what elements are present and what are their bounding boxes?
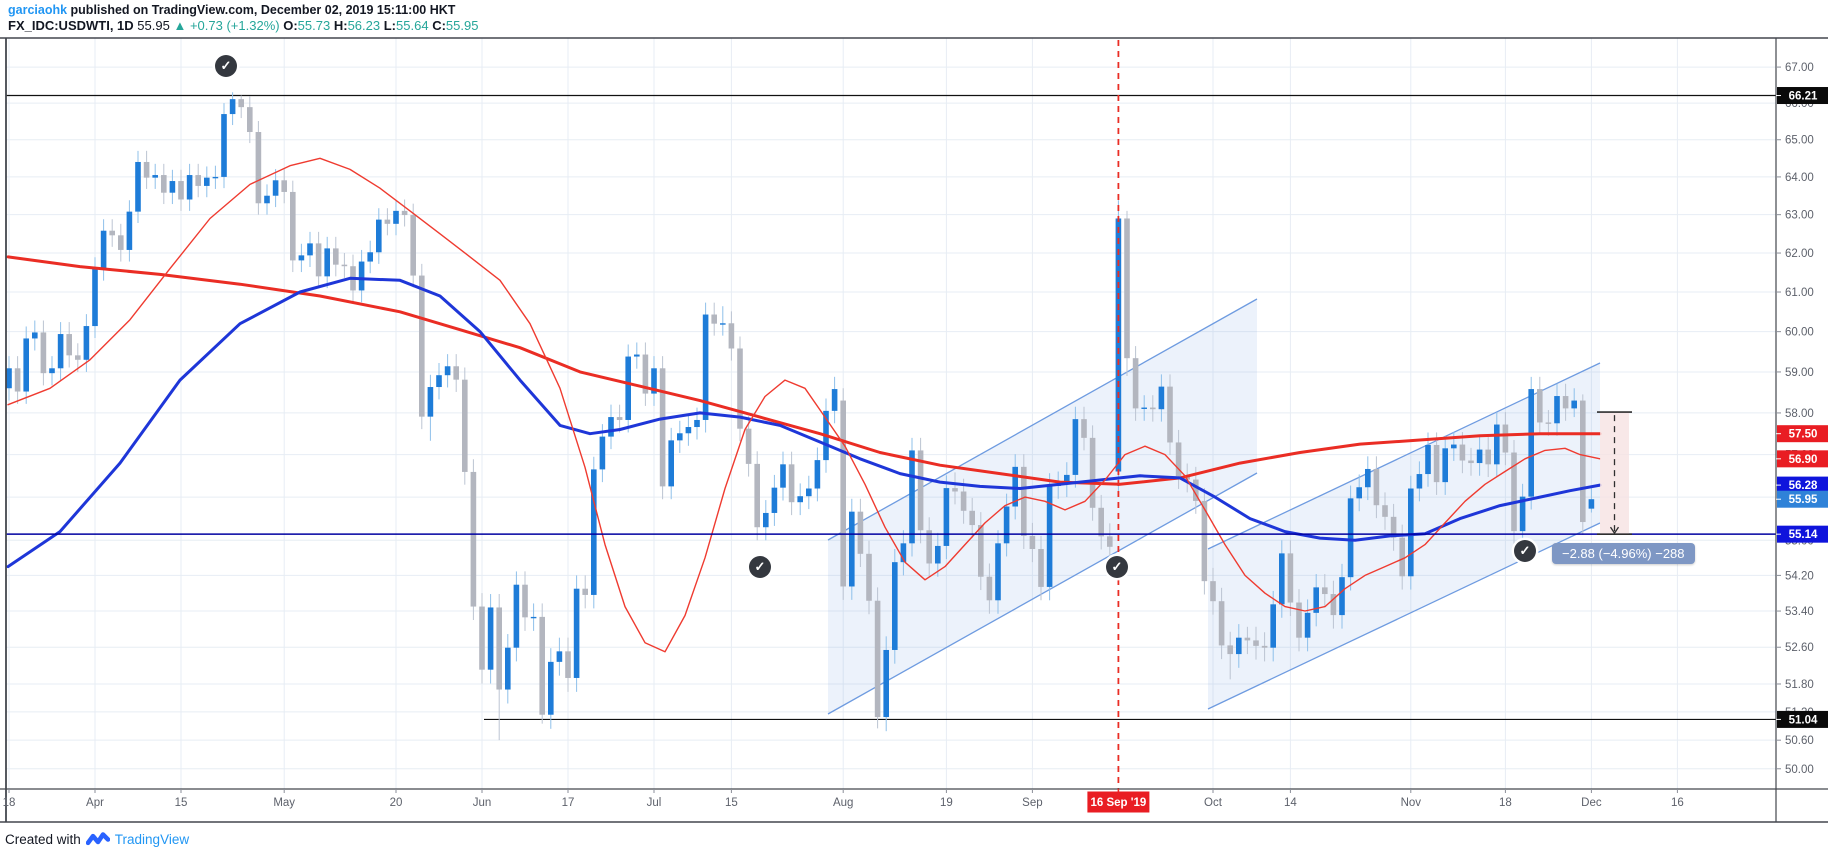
svg-text:18: 18 — [1499, 797, 1512, 809]
svg-text:15: 15 — [175, 797, 188, 809]
svg-text:66.00: 66.00 — [1785, 98, 1814, 110]
svg-text:14: 14 — [1284, 797, 1297, 809]
svg-text:55.00: 55.00 — [1785, 535, 1814, 547]
tradingview-logo-icon[interactable] — [85, 832, 110, 847]
svg-text:20: 20 — [390, 797, 403, 809]
svg-text:Jun: Jun — [473, 797, 492, 809]
open-value: 55.73 — [297, 18, 331, 33]
open-label: O: — [283, 18, 298, 33]
svg-text:51.80: 51.80 — [1785, 679, 1814, 691]
byline-text: published on TradingView.com, December 0… — [67, 3, 456, 17]
legend-change: +0.73 (+1.32%) — [189, 18, 280, 33]
svg-text:55.14: 55.14 — [1789, 529, 1818, 541]
svg-text:63.00: 63.00 — [1785, 210, 1814, 222]
event-date-badge: 16 Sep '19 — [1087, 789, 1150, 813]
checkmark-icon: ✓ — [215, 55, 237, 77]
svg-text:15: 15 — [725, 797, 738, 809]
svg-text:Oct: Oct — [1204, 797, 1223, 809]
attribution-text: Created with — [5, 832, 81, 847]
svg-text:56.90: 56.90 — [1789, 454, 1818, 466]
svg-text:16: 16 — [1671, 797, 1684, 809]
author-link[interactable]: garciaohk — [8, 3, 68, 17]
attribution: Created with TradingView — [5, 832, 189, 847]
high-value: 56.23 — [347, 18, 381, 33]
svg-text:57.00: 57.00 — [1785, 450, 1814, 462]
svg-text:59.00: 59.00 — [1785, 367, 1814, 379]
svg-text:51.20: 51.20 — [1785, 707, 1814, 719]
svg-text:Jul: Jul — [647, 797, 662, 809]
svg-text:60.00: 60.00 — [1785, 327, 1814, 339]
svg-text:58.00: 58.00 — [1785, 408, 1814, 420]
low-label: L: — [383, 18, 397, 33]
svg-text:Aug: Aug — [833, 797, 853, 809]
svg-text:52.60: 52.60 — [1785, 642, 1814, 654]
high-label: H: — [333, 18, 348, 33]
svg-text:50.00: 50.00 — [1785, 764, 1814, 776]
checkmark-icon: ✓ — [749, 556, 771, 578]
svg-text:16 Sep '19: 16 Sep '19 — [1090, 797, 1146, 809]
svg-text:Sep: Sep — [1022, 797, 1042, 809]
up-arrow-icon: ▲ — [173, 18, 187, 33]
measure-tooltip: −2.88 (−4.96%) −288 — [1552, 543, 1695, 564]
price-badges: 66.21 57.50 56.90 56.28 55.95 55.14 51.04 — [1776, 87, 1828, 728]
low-value: 55.64 — [396, 18, 429, 33]
svg-text:18: 18 — [3, 797, 16, 809]
time-axis[interactable]: 18 Apr 15 May 20 Jun 17 Jul 15 Aug 19 Sep Oct 14 Nov 18… — [3, 789, 1684, 809]
chart-legend: FX_IDC:USDWTI, 1D 55.95 ▲ +0.73 (+1.32%)… — [8, 18, 478, 33]
svg-text:64.00: 64.00 — [1785, 172, 1814, 184]
svg-text:53.40: 53.40 — [1785, 606, 1814, 618]
svg-text:50.60: 50.60 — [1785, 735, 1814, 747]
svg-text:67.00: 67.00 — [1785, 62, 1814, 74]
svg-text:62.00: 62.00 — [1785, 248, 1814, 260]
byline: garciaohk published on TradingView.com, … — [8, 3, 455, 17]
svg-text:19: 19 — [940, 797, 953, 809]
close-label: C: — [432, 18, 446, 33]
svg-text:65.00: 65.00 — [1785, 135, 1814, 147]
svg-text:56.28: 56.28 — [1789, 480, 1818, 492]
svg-text:May: May — [273, 797, 295, 809]
svg-text:54.20: 54.20 — [1785, 570, 1814, 582]
svg-text:61.00: 61.00 — [1785, 287, 1814, 299]
svg-text:Dec: Dec — [1581, 797, 1602, 809]
svg-text:66.21: 66.21 — [1789, 91, 1818, 103]
svg-text:Nov: Nov — [1401, 797, 1422, 809]
svg-text:51.04: 51.04 — [1789, 714, 1818, 726]
symbol-title[interactable]: FX_IDC:USDWTI, 1D — [8, 18, 134, 33]
price-axis[interactable]: 67.00 66.00 65.00 64.00 63.00 62.00 61.00 60.00… — [1776, 62, 1814, 776]
close-value: 55.95 — [445, 18, 479, 33]
svg-text:57.50: 57.50 — [1789, 429, 1818, 441]
svg-text:Apr: Apr — [86, 797, 104, 809]
checkmark-icon: ✓ — [1514, 540, 1536, 562]
svg-text:56.00: 56.00 — [1785, 492, 1814, 504]
svg-text:55.95: 55.95 — [1789, 494, 1818, 506]
chart-canvas[interactable] — [6, 38, 1776, 789]
svg-text:17: 17 — [562, 797, 575, 809]
checkmark-icon: ✓ — [1106, 556, 1128, 578]
tradingview-link[interactable]: TradingView — [114, 832, 190, 847]
legend-last-price: 55.95 — [137, 18, 170, 33]
